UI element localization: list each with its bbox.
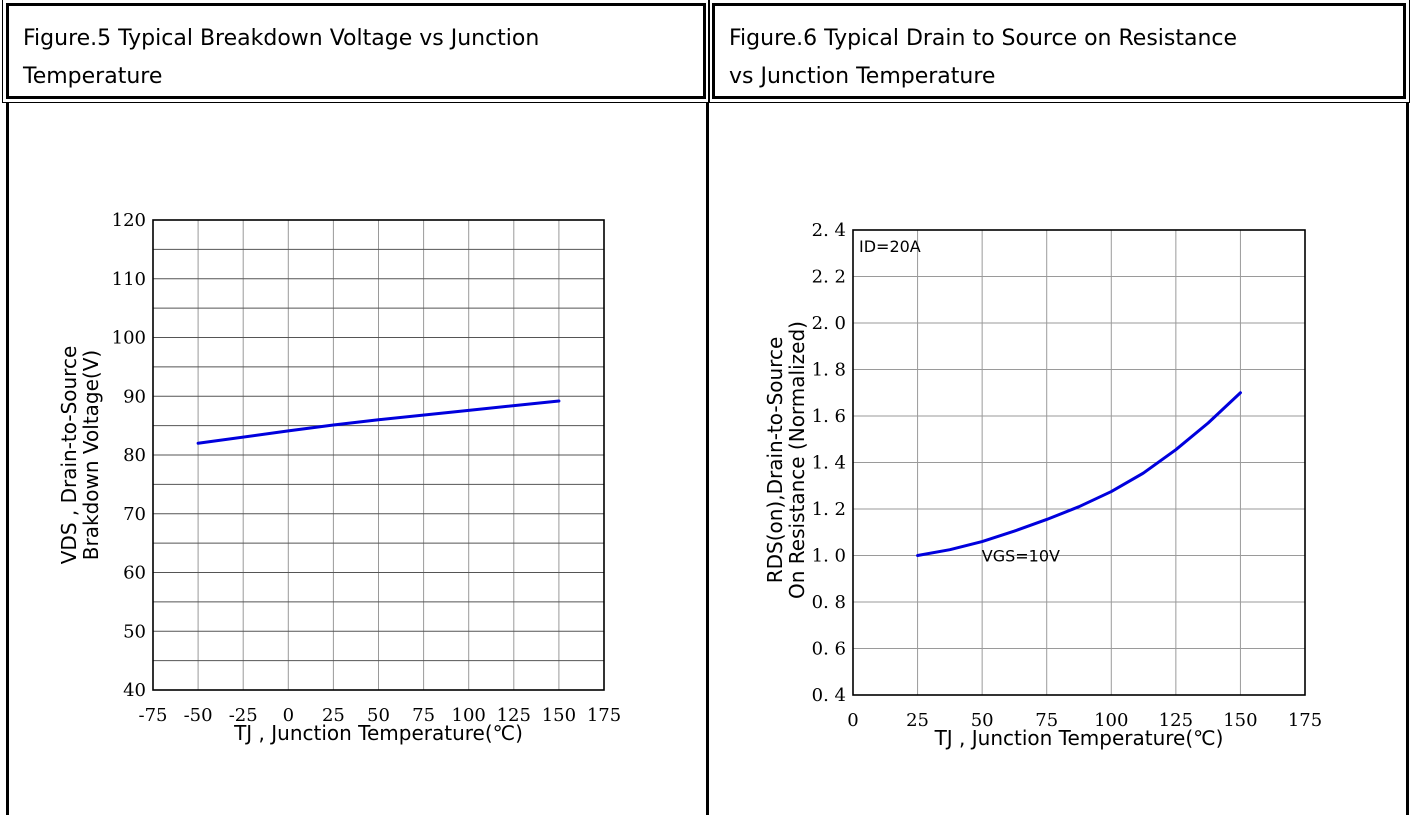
left-border: [6, 103, 9, 815]
y-tick-label: 0. 8: [812, 592, 846, 613]
x-tick-label: 125: [1159, 710, 1193, 731]
y-tick-label: 2. 0: [812, 313, 846, 334]
x-tick-label: 100: [1094, 710, 1128, 731]
figure6-title: Figure.6 Typical Drain to Source on Resi…: [729, 26, 1238, 89]
chart-annotation: ID=20A: [859, 237, 921, 256]
x-tick-label: 75: [412, 705, 435, 726]
y-tick-label: 70: [123, 504, 146, 525]
x-tick-label: 50: [971, 710, 994, 731]
y-axis-label-line: RDS(on),Drain-to-Source: [763, 337, 787, 584]
x-tick-label: -50: [184, 705, 213, 726]
x-axis-label: TJ , Junction Temperature(℃): [934, 726, 1224, 750]
y-tick-label: 1. 8: [812, 360, 846, 381]
x-tick-label: 100: [452, 705, 486, 726]
y-tick-label: 60: [123, 563, 146, 584]
y-tick-label: 110: [112, 269, 146, 290]
y-tick-label: 80: [123, 445, 146, 466]
x-tick-label: 150: [542, 705, 576, 726]
y-axis-label-line: VDS , Drain-to-Source: [57, 346, 81, 565]
x-tick-label: 0: [283, 705, 294, 726]
y-tick-label: 0. 6: [812, 639, 846, 660]
y-tick-label: 1. 2: [812, 499, 846, 520]
center-border: [706, 103, 709, 815]
x-tick-label: 50: [367, 705, 390, 726]
y-tick-label: 1. 4: [812, 453, 846, 474]
x-tick-label: 25: [322, 705, 345, 726]
y-tick-label: 90: [123, 386, 146, 407]
x-tick-label: 125: [497, 705, 531, 726]
series-line: [916, 391, 1242, 557]
y-tick-label: 1. 6: [812, 406, 846, 427]
y-tick-label: 2. 2: [812, 267, 846, 288]
y-tick-label: 40: [123, 680, 146, 701]
y-tick-label: 1. 0: [812, 546, 846, 567]
y-tick-label: 0. 4: [812, 685, 846, 706]
y-axis-label-line: On Resistance (Normalized): [785, 321, 809, 599]
right-border: [1406, 103, 1409, 815]
chart-annotation: VGS=10V: [982, 547, 1060, 566]
x-tick-label: -25: [229, 705, 258, 726]
y-tick-label: 50: [123, 621, 146, 642]
x-tick-label: 175: [587, 705, 621, 726]
figure6-header: Figure.6 Typical Drain to Source on Resi…: [708, 0, 1410, 103]
y-tick-label: 2. 4: [812, 220, 846, 241]
plot-frame: [152, 219, 605, 691]
x-axis-label: TJ , Junction Temperature(℃): [233, 721, 523, 745]
y-axis-label-line: Brakdown Voltage(V): [79, 350, 103, 560]
x-tick-label: 75: [1035, 710, 1058, 731]
y-tick-label: 120: [112, 210, 146, 231]
x-tick-label: 175: [1288, 710, 1322, 731]
x-tick-label: 0: [847, 710, 858, 731]
figure5-title: Figure.5 Typical Breakdown Voltage vs Ju…: [23, 26, 540, 89]
x-tick-label: 150: [1223, 710, 1257, 731]
plot-frame: [852, 229, 1306, 696]
figure5-header: Figure.5 Typical Breakdown Voltage vs Ju…: [2, 0, 710, 103]
y-tick-label: 100: [112, 328, 146, 349]
x-tick-label: -75: [139, 705, 168, 726]
series-line: [196, 399, 561, 445]
x-tick-label: 25: [906, 710, 929, 731]
